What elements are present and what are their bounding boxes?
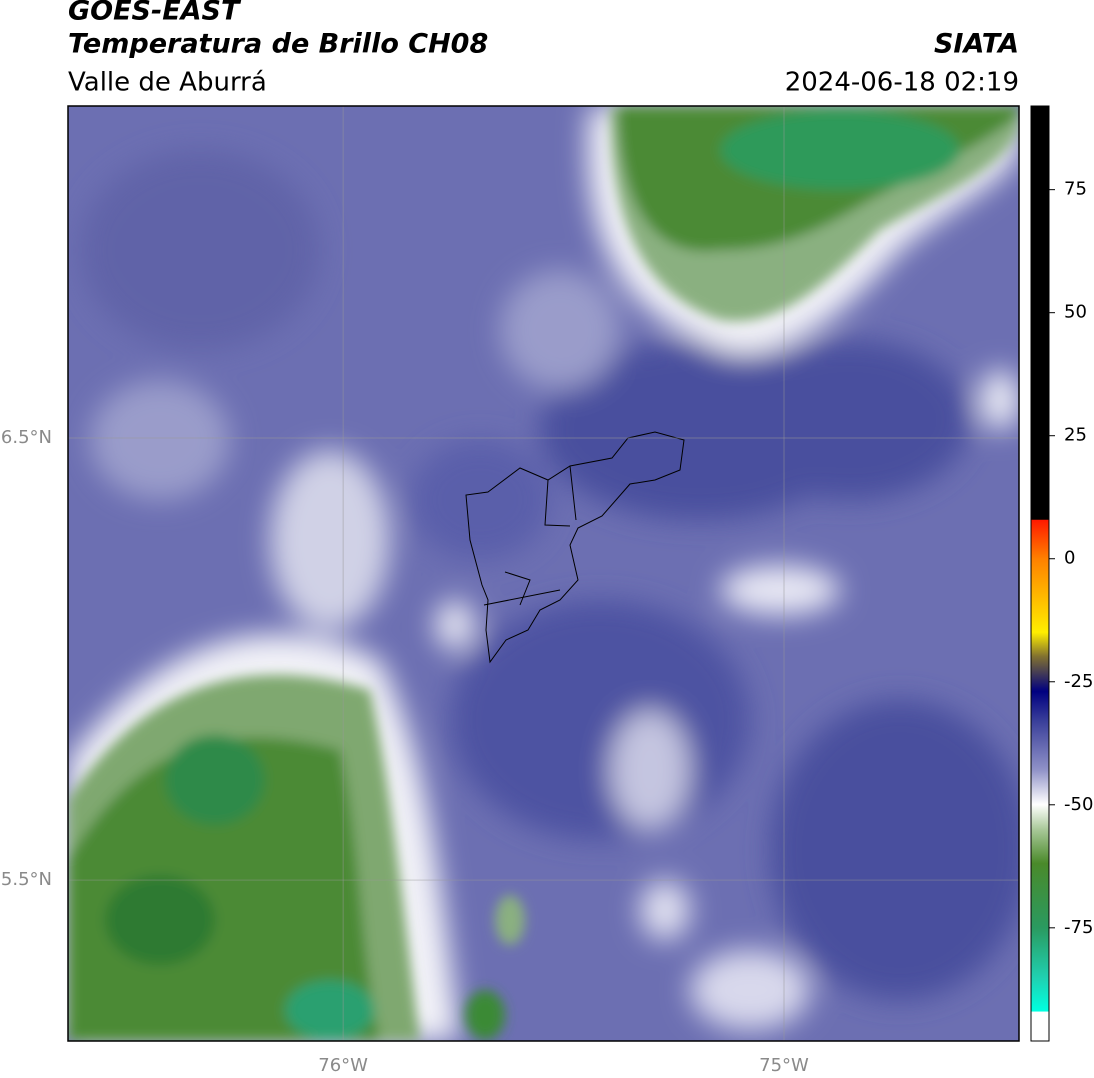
colorbar-tick-label: 50 bbox=[1064, 302, 1087, 323]
valley-outline bbox=[465, 431, 685, 664]
colorbar-tick-label: 25 bbox=[1064, 425, 1087, 446]
subtitle: Temperatura de Brillo CH08 bbox=[68, 29, 488, 60]
y-tick-label: 6.5°N bbox=[1, 427, 52, 448]
region: Valle de Aburrá bbox=[68, 68, 267, 98]
source: SIATA bbox=[934, 29, 1019, 60]
x-tick-label: 76°W bbox=[318, 1055, 368, 1076]
y-tick-label: 5.5°N bbox=[1, 869, 52, 890]
satellite-image bbox=[68, 106, 1019, 1041]
colorbar-tick-label: -25 bbox=[1064, 671, 1093, 692]
title: GOES-EAST bbox=[68, 0, 242, 27]
colorbar-tick-label: -50 bbox=[1064, 794, 1093, 815]
graticule bbox=[68, 106, 1019, 1041]
colorbar-tick-label: 75 bbox=[1064, 179, 1087, 200]
map-frame bbox=[67, 105, 1020, 1042]
colorbar-tick-label: 0 bbox=[1064, 548, 1075, 569]
datetime: 2024-06-18 02:19 bbox=[785, 68, 1019, 98]
colorbar bbox=[1030, 105, 1050, 1042]
x-tick-label: 75°W bbox=[759, 1055, 809, 1076]
colorbar-tick-label: -75 bbox=[1064, 917, 1093, 938]
